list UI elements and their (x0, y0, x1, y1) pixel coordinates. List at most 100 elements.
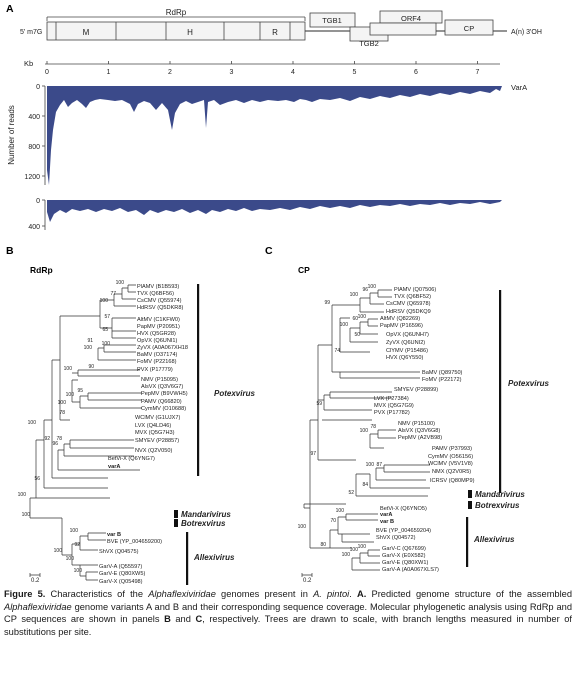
cp-bootstrap-value: 100 (336, 508, 345, 514)
cp-bootstrap-value: 100 (350, 292, 359, 298)
cp-tree (301, 289, 430, 577)
rdrp-group-allexivirus: Allexivirus (193, 553, 235, 562)
rdrp-bootstrap-value: 65 (102, 327, 108, 333)
rdrp-group-mandarivirus: Mandarivirus (181, 510, 231, 519)
kb-tick-label: 2 (168, 69, 172, 76)
kb-axis: Kb 0 1 2 3 4 5 6 7 (24, 59, 500, 76)
rdrp-taxon-label: var B (107, 532, 121, 538)
kb-tick-label: 6 (414, 69, 418, 76)
rdrp-gene-label: RdRp (166, 8, 187, 17)
kb-axis-label: Kb (24, 59, 33, 68)
cp-taxon-label: PepMV (A2VB98) (398, 435, 442, 441)
cp-taxon-label: BVE (YP_004659204) (376, 528, 431, 534)
rdrp-group-potexvirus: Potexvirus (214, 389, 255, 398)
rdrp-bootstrap-value: 92 (44, 436, 50, 442)
cp-taxon-label: GarV-C (Q67699) (382, 546, 426, 552)
cp-bootstrap-value: 97 (310, 451, 316, 457)
rdrp-taxon-label: BaMV (O37174) (137, 352, 178, 358)
rdrp-taxon-label: MVX (Q5G7H3) (135, 430, 175, 436)
cp-taxon-label: HdRSV (Q5DKQ9 (386, 309, 431, 315)
rdrp-bootstrap-value: 100 (18, 492, 27, 498)
kb-tick-label: 4 (291, 69, 295, 76)
cp-taxon-label: HVX (Q6Y550) (386, 355, 423, 361)
domain-r-label: R (272, 28, 278, 37)
ytick-top-400: 400 (28, 114, 40, 121)
rdrp-bootstrap-value: 56 (34, 476, 40, 482)
rdrp-bootstrap-value: 100 (54, 548, 63, 554)
rdrp-taxon-label: GarV-A (Q55597) (99, 564, 142, 570)
caption-text-1: Characteristics of the (45, 589, 149, 599)
rdrp-taxon-label: AltMV (C1KFW0) (137, 317, 180, 323)
kb-tick-label: 7 (476, 69, 480, 76)
rdrp-bootstrap-value: 92 (74, 542, 80, 548)
rdrp-taxon-label: PlAMV (B1B593) (137, 284, 179, 290)
vara-coverage-label: VarA (511, 83, 527, 92)
cp-scale-label: 0.2 (303, 578, 312, 584)
cp-taxon-label: ShVX (Q04572) (376, 535, 416, 541)
rdrp-taxon-label: PepMV (B9VWH5) (141, 391, 188, 397)
rdrp-scale-label: 0.2 (31, 578, 40, 584)
rdrp-taxon-label: WClMV (G1UJX7) (135, 415, 181, 421)
cp-taxon-label: AltMV (Q82269) (380, 316, 420, 322)
rdrp-taxon-label: GarV-X (Q05498) (99, 579, 143, 585)
cp-bootstrap-value: 87 (376, 462, 382, 468)
panel-c-title: CP (298, 265, 310, 275)
cp-taxon-label: MVX (Q5G7G9) (374, 403, 414, 409)
rdrp-taxon-label: TVX (Q6BF56) (137, 291, 174, 297)
cp-taxon-label: ICRSV (Q80MP9) (430, 478, 475, 484)
three-prime-label: A(n) 3'OH (511, 29, 542, 36)
rdrp-taxon-label: LVX (Q4LD46) (135, 423, 171, 429)
five-prime-label: 5' m7G (20, 29, 42, 36)
rdrp-taxon-label: HVX (Q5GR28) (137, 331, 176, 337)
cp-taxon-label: NMV (P15100) (398, 421, 435, 427)
rdrp-bootstrap-value: 57 (104, 314, 110, 320)
cp-taxon-label: NMX (Q2V0R5) (432, 469, 471, 475)
cp-taxon-label: ZyVX (Q6UNI2) (386, 340, 425, 346)
rdrp-taxon-label: PAMV (Q66820) (141, 399, 182, 405)
panel-c-letter: C (265, 245, 273, 257)
caption-bold-b: B (164, 614, 171, 625)
cp-bootstrap-value: 99 (324, 300, 330, 306)
rdrp-bootstrap-value: 96 (52, 441, 58, 447)
cp-taxon-label: SMYEV (P28899) (394, 387, 438, 393)
cp-taxon-label: CsCMV (Q65978) (386, 301, 431, 307)
rdrp-bootstrap-value: 78 (59, 410, 65, 416)
caption-text-7: , respectively. Trees are drawn to scale… (4, 614, 573, 637)
cp-bootstrap-value: 100 (350, 547, 359, 553)
rdrp-bootstrap-value: 100 (66, 392, 75, 398)
cp-taxon-label: LVX (P27384) (374, 396, 409, 402)
cp-bootstrap-value: 100 (360, 428, 369, 434)
caption-bold-c: C (195, 614, 203, 625)
cp-taxon-label: WClMV (V5V1V8) (428, 461, 473, 467)
rdrp-taxon-label: GarV-E (Q80XW5) (99, 571, 145, 577)
cp-bootstrap-value: 70 (330, 518, 336, 524)
ytick-bottom-0: 0 (36, 198, 40, 205)
rdrp-bootstrap-value: 77 (110, 291, 116, 297)
caption-text-6: and (170, 614, 196, 625)
cp-group-bars: Potexvirus Mandarivirus Botrexvirus Alle… (303, 290, 549, 584)
cp-bootstrap-value: 60 (352, 316, 358, 322)
cp-taxon-label: TVX (Q6BF52) (394, 294, 431, 300)
rdrp-taxon-label: BVE (YP_004659200) (107, 539, 162, 545)
figure-caption: Figure 5. Characteristics of the Alphafl… (4, 588, 572, 638)
orf4-label: ORF4 (401, 14, 421, 23)
rdrp-bootstrap-value: 100 (84, 345, 93, 351)
tgb1-label: TGB1 (322, 16, 342, 25)
cp-bootstrap-value: 96 (362, 287, 368, 293)
cp-taxon-label: ClYMV (P15486) (386, 348, 428, 354)
reads-axis-label: Number of reads (7, 105, 16, 165)
rdrp-taxon-label: HdRSV (Q5DKR8) (137, 305, 183, 311)
cp-bootstrap-value: 84 (362, 482, 368, 488)
cp-taxon-label: GarV-E (Q80XW1) (382, 560, 428, 566)
rdrp-bootstrap-value: 100 (66, 556, 75, 562)
caption-figure-label: Figure 5. (4, 589, 46, 599)
cp-bootstrap-value: 100 (340, 322, 349, 328)
cp-taxon-label: OpVX (Q6UNH7) (386, 332, 429, 338)
cp-gene-label: CP (464, 24, 474, 33)
kb-tick-label: 0 (45, 69, 49, 76)
rdrp-taxon-label: AlsVX (Q3V6G7) (141, 384, 183, 390)
caption-bold-a: A. (357, 589, 367, 599)
rdrp-tree (29, 284, 142, 581)
rdrp-bootstrap-value: 100 (100, 298, 109, 304)
